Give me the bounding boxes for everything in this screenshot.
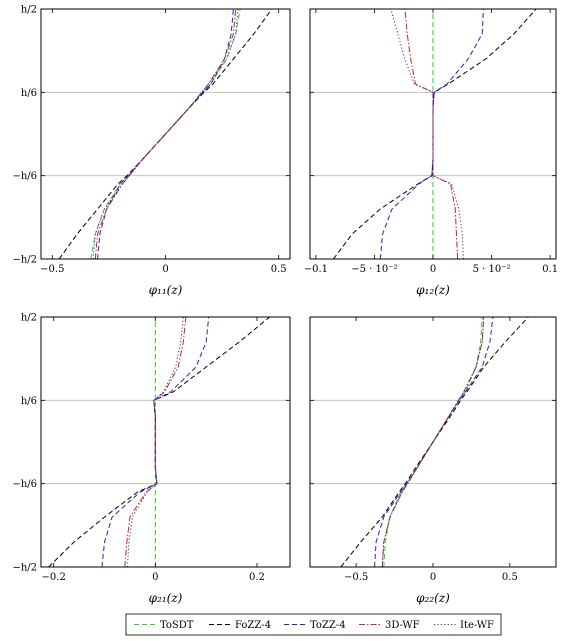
chart-panel-1: −0.5 0 0.5 h/2 h/6 −h/6 −h/2 φ₁₁(z) bbox=[12, 5, 291, 297]
chart-panel-3: −0.2 0 0.2 h/2 h/6 −h/6 −h/2 φ₂₁(z) bbox=[12, 313, 291, 605]
y-tick-label: h/2 bbox=[21, 5, 37, 16]
y-tick-label: −h/6 bbox=[12, 479, 37, 490]
x-tick-label: 0 bbox=[430, 572, 436, 583]
x-tick-label: 0.1 bbox=[542, 264, 558, 275]
legend-label: 3D-WF bbox=[385, 620, 420, 631]
series-line-tozz-4 bbox=[374, 317, 494, 567]
x-tick-label: 0 bbox=[152, 572, 158, 583]
x-tick-label: −5 · 10⁻² bbox=[351, 264, 397, 275]
series-line-tozz-4 bbox=[101, 317, 210, 567]
x-tick-label: 0.2 bbox=[249, 572, 265, 583]
x-tick-label: 0 bbox=[430, 264, 436, 275]
x-tick-label: −0.5 bbox=[40, 264, 64, 275]
series-line-fozz-4 bbox=[333, 9, 537, 259]
x-tick-label: −0.5 bbox=[344, 572, 368, 583]
series-line-3d-wf bbox=[94, 9, 237, 259]
series-line-3d-wf bbox=[381, 317, 485, 567]
x-tick-label: 0.5 bbox=[502, 572, 518, 583]
x-tick-label: −0.2 bbox=[42, 572, 66, 583]
series-line-ite-wf bbox=[390, 9, 464, 259]
legend-box bbox=[125, 613, 502, 636]
series-line-ite-wf bbox=[92, 9, 239, 259]
legend: ToSDT FoZZ-4 ToZZ-4 3D-WF Ite-WF bbox=[125, 613, 502, 636]
x-axis-label: φ₂₂(z) bbox=[416, 591, 450, 605]
y-tick-label: −h/6 bbox=[12, 171, 37, 182]
legend-label: ToSDT bbox=[160, 620, 194, 631]
legend-label: FoZZ-4 bbox=[235, 620, 271, 631]
plot-frame bbox=[40, 316, 291, 568]
x-axis-label: φ₁₂(z) bbox=[416, 283, 450, 297]
x-axis-label: φ₂₁(z) bbox=[149, 591, 183, 605]
series-line-3d-wf bbox=[404, 9, 459, 259]
x-tick-label: 0 bbox=[162, 264, 168, 275]
legend-label: ToZZ-4 bbox=[310, 620, 346, 631]
series-line-fozz-4 bbox=[48, 317, 270, 567]
x-tick-label: 0.5 bbox=[271, 264, 287, 275]
y-tick-label: h/6 bbox=[21, 396, 37, 407]
x-tick-label: 5 · 10⁻² bbox=[473, 264, 511, 275]
chart-panel-2: −0.1 −5 · 10⁻² 0 5 · 10⁻² 0.1 φ₁₂(z) bbox=[304, 8, 558, 297]
y-tick-label: h/2 bbox=[21, 313, 37, 324]
y-tick-label: −h/2 bbox=[12, 255, 37, 266]
series-line-3d-wf bbox=[124, 317, 187, 567]
x-tick-label: −0.1 bbox=[304, 264, 328, 275]
y-tick-label: h/6 bbox=[21, 88, 37, 99]
legend-label: Ite-WF bbox=[460, 620, 494, 631]
series-line-tozz-4 bbox=[379, 9, 484, 259]
series-line-fozz-4 bbox=[340, 317, 529, 567]
y-tick-label: −h/2 bbox=[12, 563, 37, 574]
x-axis-label: φ₁₁(z) bbox=[149, 283, 183, 297]
chart-panel-4: −0.5 0 0.5 φ₂₂(z) bbox=[309, 316, 557, 605]
